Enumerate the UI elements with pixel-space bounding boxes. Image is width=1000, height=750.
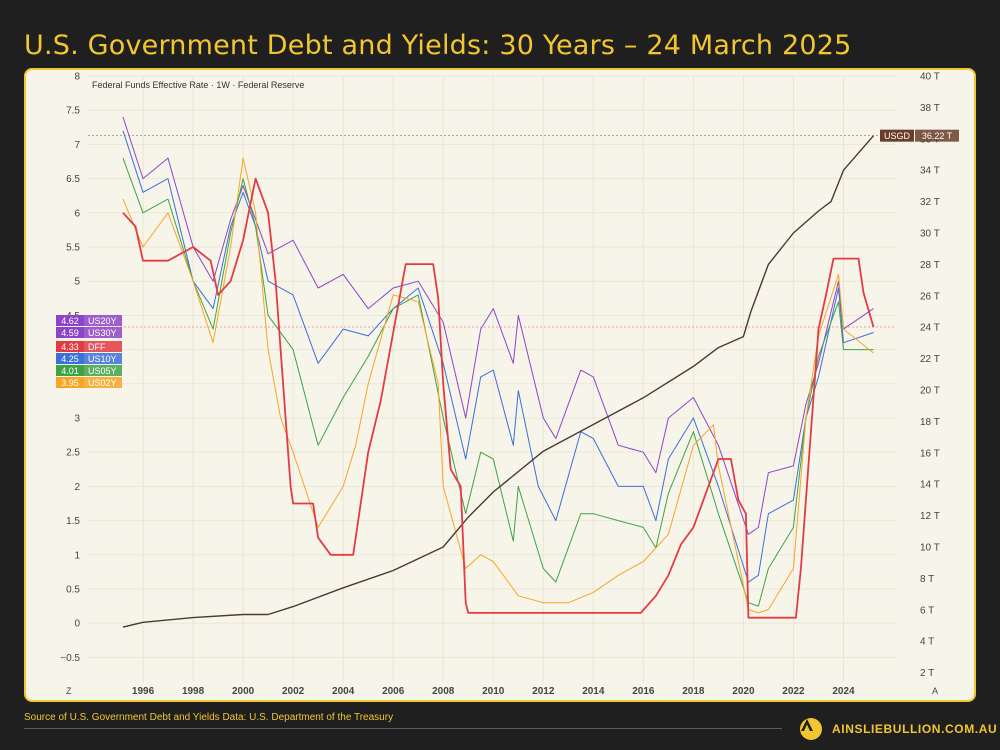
right-tick-label: 6 T: [920, 605, 934, 616]
legend-value: 4.01: [61, 366, 79, 376]
legend-value: 4.33: [61, 342, 79, 352]
x-tick-label: 2002: [282, 686, 305, 697]
x-tick-label: 1996: [132, 686, 155, 697]
series-line-us30y: [122, 116, 874, 535]
left-tick-label: 0: [74, 619, 80, 630]
x-tick-label: 2008: [432, 686, 455, 697]
right-tick-label: 22 T: [920, 354, 940, 365]
series-line-usgd: [122, 135, 875, 628]
page-title: U.S. Government Debt and Yields: 30 Year…: [24, 30, 852, 61]
left-tick-label: 5.5: [66, 242, 80, 253]
right-tick-label: 34 T: [920, 166, 940, 177]
x-tick-label: 2004: [332, 686, 355, 697]
series-line-us02y: [122, 157, 874, 614]
left-tick-label: 1: [74, 550, 80, 561]
x-corner-left-label: Z: [66, 686, 72, 696]
right-tick-label: 20 T: [920, 385, 940, 396]
right-tick-label: 2 T: [920, 668, 934, 679]
legend-value-badge: [56, 365, 84, 376]
left-tick-label: −0.5: [60, 653, 80, 664]
footer-divider: [24, 728, 782, 729]
legend-name-badge: [84, 377, 122, 388]
legend-name-badge: [84, 315, 122, 326]
a-logo-icon: [800, 718, 822, 740]
legend-name: US02Y: [88, 378, 117, 388]
x-tick-label: 2000: [232, 686, 255, 697]
x-tick-label: 2006: [382, 686, 405, 697]
x-tick-label: 2024: [832, 686, 855, 697]
right-tick-label: 30 T: [920, 228, 940, 239]
legend-name: DFF: [88, 342, 106, 352]
right-tick-label: 12 T: [920, 511, 940, 522]
right-tick-label: 32 T: [920, 197, 940, 208]
legend-value: 4.62: [61, 316, 79, 326]
x-tick-label: 2010: [482, 686, 505, 697]
left-tick-label: 7: [74, 140, 80, 151]
left-tick-label: 5: [74, 277, 80, 288]
legend-name: US30Y: [88, 328, 117, 338]
legend-value: 3.95: [61, 378, 79, 388]
x-tick-label: 2012: [532, 686, 555, 697]
right-tick-label: 14 T: [920, 480, 940, 491]
legend-value: 4.25: [61, 354, 79, 364]
x-tick-label: 2020: [732, 686, 755, 697]
right-tick-label: 24 T: [920, 323, 940, 334]
right-tick-label: 28 T: [920, 260, 940, 271]
legend-value-badge: [56, 377, 84, 388]
legend-name: US20Y: [88, 316, 117, 326]
x-corner-right-label: A: [932, 686, 938, 696]
left-tick-label: 1.5: [66, 516, 80, 527]
left-tick-label: 8: [74, 72, 80, 83]
right-tick-label: 38 T: [920, 103, 940, 114]
debt-value: 36.22 T: [922, 131, 953, 141]
chart-frame: 1996 1998 2000 2002 2004 2006 2008 2010 2012 2014…: [24, 68, 976, 702]
legend-name-badge: [84, 353, 122, 364]
left-tick-label: 7.5: [66, 106, 80, 117]
chart-title: Federal Funds Effective Rate · 1W · Fede…: [92, 80, 304, 90]
legend-name: US05Y: [88, 366, 117, 376]
x-tick-label: 2016: [632, 686, 655, 697]
right-tick-label: 26 T: [920, 291, 940, 302]
legend-name-badge: [84, 341, 122, 352]
legend-name-badge: [84, 365, 122, 376]
debt-name: USGD: [884, 131, 911, 141]
left-tick-label: 2.5: [66, 448, 80, 459]
legend-value: 4.59: [61, 328, 79, 338]
x-tick-label: 2018: [682, 686, 705, 697]
legend-value-badge: [56, 327, 84, 338]
left-tick-label: 2: [74, 482, 80, 493]
left-tick-label: 6: [74, 208, 80, 219]
legend-value-badge: [56, 353, 84, 364]
x-tick-label: 2014: [582, 686, 605, 697]
brand-name: AINSLIEBULLION.COM.AU: [832, 722, 998, 736]
left-tick-label: 6.5: [66, 174, 80, 185]
x-tick-label: 1998: [182, 686, 205, 697]
legend-name: US10Y: [88, 354, 117, 364]
source-note: Source of U.S. Government Debt and Yield…: [24, 712, 394, 723]
debt-value-badge: [915, 129, 959, 142]
debt-name-badge: [880, 129, 914, 142]
right-tick-label: 10 T: [920, 542, 940, 553]
right-tick-label: 4 T: [920, 637, 934, 648]
legend-value-badge: [56, 315, 84, 326]
series-line-dff: [122, 177, 875, 619]
brand-logo[interactable]: AINSLIEBULLION.COM.AU: [800, 718, 997, 740]
legend-value-badge: [56, 341, 84, 352]
left-tick-label: 3: [74, 413, 80, 424]
right-tick-label: 40 T: [920, 72, 940, 83]
yield-debt-chart: 1996 1998 2000 2002 2004 2006 2008 2010 2012 2014…: [56, 72, 959, 697]
right-tick-label: 18 T: [920, 417, 940, 428]
series-line-us05y: [122, 157, 874, 607]
x-tick-label: 2022: [782, 686, 805, 697]
right-tick-label: 16 T: [920, 448, 940, 459]
right-tick-label: 8 T: [920, 574, 934, 585]
legend-name-badge: [84, 327, 122, 338]
left-tick-label: 0.5: [66, 584, 80, 595]
